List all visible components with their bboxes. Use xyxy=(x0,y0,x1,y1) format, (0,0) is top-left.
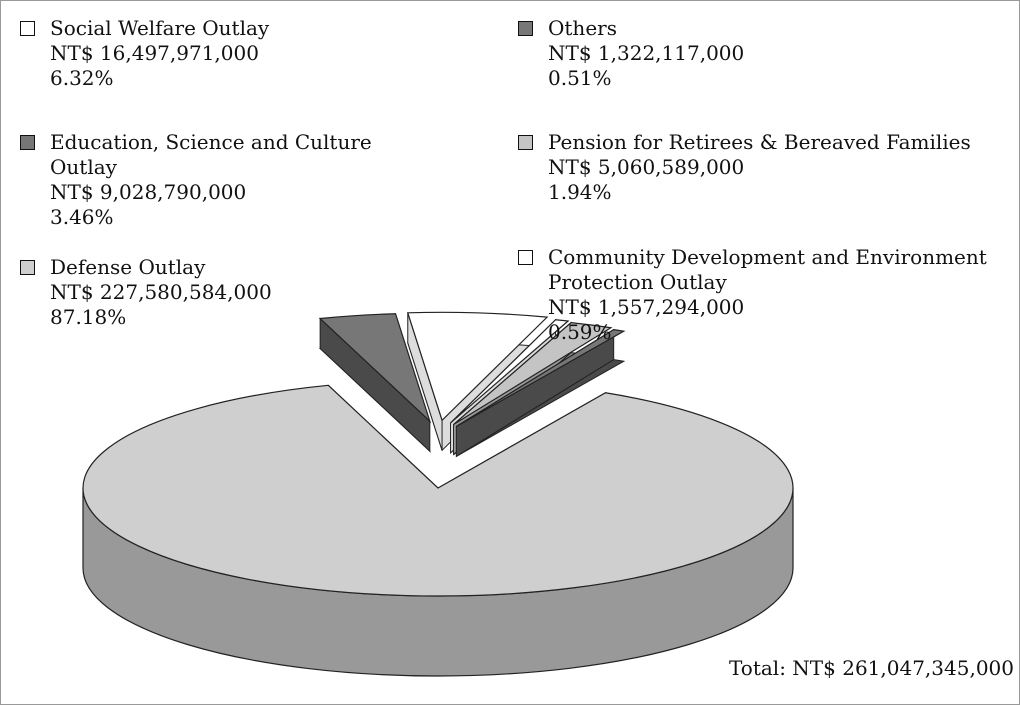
legend-amount: NT$ 1,322,117,000 xyxy=(548,41,745,65)
total-annotation: Total: NT$ 261,047,345,000 xyxy=(729,656,1014,680)
legend-percent: 6.32% xyxy=(50,66,114,90)
legend-amount: NT$ 1,557,294,000 xyxy=(548,295,745,319)
legend-name: Community Development and Environment Pr… xyxy=(548,245,987,294)
legend-swatch xyxy=(518,250,533,265)
legend-amount: NT$ 227,580,584,000 xyxy=(50,280,272,304)
legend-swatch xyxy=(20,135,35,150)
legend-name: Education, Science and Culture Outlay xyxy=(50,130,372,179)
legend-text: Others NT$ 1,322,117,000 0.51% xyxy=(548,16,1008,91)
legend-name: Defense Outlay xyxy=(50,255,206,279)
legend-swatch xyxy=(518,21,533,36)
legend-percent: 87.18% xyxy=(50,305,127,329)
slice xyxy=(455,328,626,427)
slice xyxy=(82,384,794,597)
legend-entry: Pension for Retirees & Bereaved Families… xyxy=(518,130,1008,205)
legend-amount: NT$ 16,497,971,000 xyxy=(50,41,259,65)
legend-swatch xyxy=(20,260,35,275)
legend-entry: Community Development and Environment Pr… xyxy=(518,245,1008,345)
slice xyxy=(450,319,570,424)
legend-percent: 3.46% xyxy=(50,205,114,229)
legend-name: Pension for Retirees & Bereaved Families xyxy=(548,130,971,154)
legend-text: Community Development and Environment Pr… xyxy=(548,245,1008,345)
legend-entry: Others NT$ 1,322,117,000 0.51% xyxy=(518,16,1008,91)
legend-percent: 0.51% xyxy=(548,66,612,90)
legend-swatch xyxy=(518,135,533,150)
legend-text: Social Welfare Outlay NT$ 16,497,971,000 6… xyxy=(50,16,350,91)
legend-text: Education, Science and Culture Outlay NT$… xyxy=(50,130,380,230)
slice xyxy=(406,311,549,422)
legend-text: Defense Outlay NT$ 227,580,584,000 87.18% xyxy=(50,255,350,330)
legend-amount: NT$ 5,060,589,000 xyxy=(548,155,745,179)
slice xyxy=(318,313,432,424)
legend-entry: Defense Outlay NT$ 227,580,584,000 87.18% xyxy=(20,255,350,330)
legend-entry: Education, Science and Culture Outlay NT$… xyxy=(20,130,380,230)
legend-amount: NT$ 9,028,790,000 xyxy=(50,180,247,204)
legend-percent: 0.59% xyxy=(548,320,612,344)
legend-name: Social Welfare Outlay xyxy=(50,16,270,40)
legend-text: Pension for Retirees & Bereaved Families… xyxy=(548,130,1008,205)
slice xyxy=(453,322,613,426)
legend-name: Others xyxy=(548,16,617,40)
legend-entry: Social Welfare Outlay NT$ 16,497,971,000 6… xyxy=(20,16,350,91)
legend-percent: 1.94% xyxy=(548,180,612,204)
legend-swatch xyxy=(20,21,35,36)
